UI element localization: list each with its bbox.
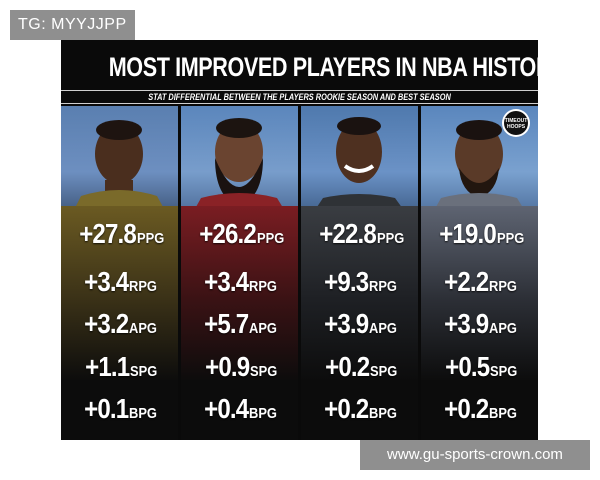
stat-rpg: +3.4RPG: [204, 266, 278, 297]
player-jersey: [301, 206, 418, 440]
stat-spg: +0.5SPG: [444, 351, 518, 382]
tg-watermark: TG: MYYJJPP: [10, 10, 135, 40]
nba-infographic: MOST IMPROVED PLAYERS IN NBA HISTORY STA…: [61, 40, 538, 440]
svg-text:HOOPS: HOOPS: [507, 124, 526, 130]
player-column-3: +22.8PPG +9.3RPG +3.9APG +0.2SPG +0.2BPG: [301, 106, 418, 440]
stat-rpg: +3.4RPG: [84, 266, 158, 297]
player-photo: [181, 106, 298, 216]
timeout-hoops-logo-icon: TIMEOUT HOOPS: [502, 109, 530, 137]
subtitle-bar: STAT DIFFERENTIAL BETWEEN THE PLAYERS RO…: [61, 90, 538, 104]
player-jersey: [181, 206, 298, 440]
player-photo: [301, 106, 418, 216]
player-head-icon: [431, 120, 528, 216]
stat-bpg: +0.2BPG: [444, 393, 518, 424]
player-column-2: +26.2PPG +3.4RPG +5.7APG +0.9SPG +0.4BPG: [181, 106, 298, 440]
stat-apg: +3.9APG: [324, 308, 398, 339]
stat-spg: +0.2SPG: [324, 351, 398, 382]
stat-ppg: +26.2PPG: [199, 218, 285, 249]
player-photo: [61, 106, 178, 216]
svg-text:TIMEOUT: TIMEOUT: [505, 118, 528, 124]
player-head-icon: [71, 120, 168, 216]
stat-spg: +0.9SPG: [204, 351, 278, 382]
stat-ppg: +22.8PPG: [319, 218, 405, 249]
stat-bpg: +0.4BPG: [204, 393, 278, 424]
url-watermark: www.gu-sports-crown.com: [360, 440, 590, 470]
player-column-4: +19.0PPG +2.2RPG +3.9APG +0.5SPG +0.2BPG: [421, 106, 538, 440]
stat-rpg: +2.2RPG: [444, 266, 518, 297]
stat-apg: +3.2APG: [84, 308, 158, 339]
player-jersey: [421, 206, 538, 440]
stat-rpg: +9.3RPG: [324, 266, 398, 297]
infographic-subtitle: STAT DIFFERENTIAL BETWEEN THE PLAYERS RO…: [148, 92, 451, 102]
player-head-icon: [311, 117, 408, 216]
player-column-1: +27.8PPG +3.4RPG +3.2APG +1.1SPG +0.1BPG: [61, 106, 178, 440]
infographic-title: MOST IMPROVED PLAYERS IN NBA HISTORY: [108, 52, 538, 82]
stat-bpg: +0.1BPG: [84, 393, 158, 424]
stat-spg: +1.1SPG: [84, 351, 158, 382]
stat-ppg: +19.0PPG: [439, 218, 525, 249]
player-jersey: [61, 206, 178, 440]
stat-apg: +3.9APG: [444, 308, 518, 339]
stat-bpg: +0.2BPG: [324, 393, 398, 424]
stat-apg: +5.7APG: [204, 308, 278, 339]
player-head-icon: [191, 118, 288, 216]
stat-ppg: +27.8PPG: [79, 218, 165, 249]
